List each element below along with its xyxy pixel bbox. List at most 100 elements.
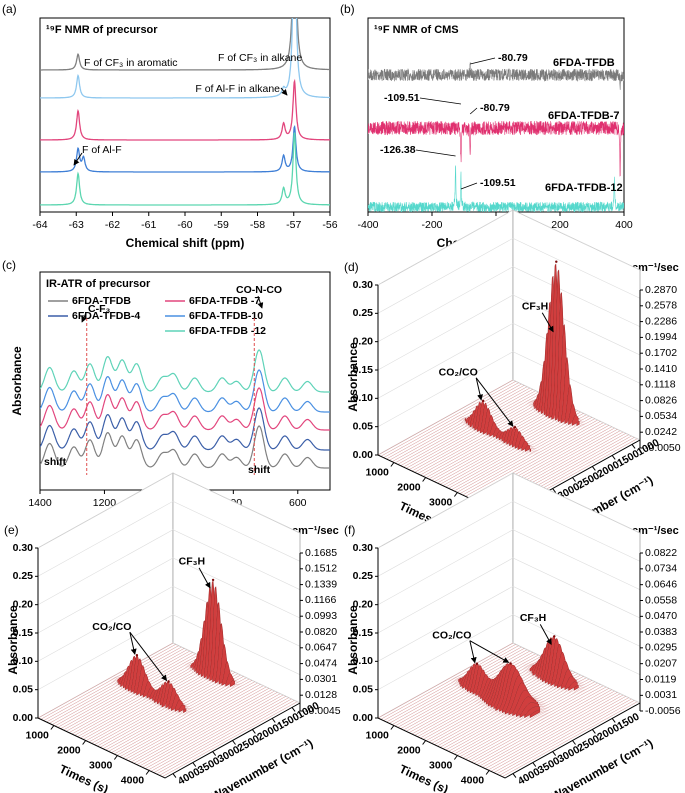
surface-slice <box>74 658 210 736</box>
grid-line <box>37 500 301 577</box>
surface-slice <box>386 646 522 723</box>
z2-tick-label: 0.0558 <box>645 594 677 606</box>
x-tick-label: -58 <box>250 219 265 231</box>
annotation-arrow <box>475 377 483 401</box>
peak-leader <box>470 57 496 65</box>
surface-peak <box>525 445 530 452</box>
surface-peak <box>576 421 580 427</box>
surface-slice <box>502 701 638 777</box>
annotation-arrow <box>129 631 168 682</box>
surface-slice <box>139 690 275 767</box>
peak-apex <box>513 426 517 429</box>
annotation: shift <box>44 456 67 468</box>
surface-peak <box>178 704 186 713</box>
annotation-arrow <box>257 295 264 309</box>
x-tick <box>390 725 395 730</box>
surface-slice <box>122 682 258 759</box>
annotation-arrow <box>81 312 87 323</box>
surface-slice <box>128 685 264 761</box>
x-tick-label: 1000 <box>366 466 390 478</box>
y-tick <box>611 718 616 723</box>
y-tick <box>212 751 217 756</box>
annotation: CF₃H <box>179 556 205 568</box>
annotation: C-F₃ <box>88 303 110 315</box>
surface-slice <box>499 700 635 776</box>
x-axis-label: Chemical shift (ppm) <box>126 236 245 250</box>
z2-tick-label: 0.0295 <box>645 642 677 654</box>
surface-peak <box>529 709 541 718</box>
surface-slice <box>150 696 287 772</box>
z2-tick-label: 0.0128 <box>305 689 337 701</box>
surface-slice <box>111 677 247 753</box>
y-tick <box>232 740 236 745</box>
z-axis-label: Absorbance <box>6 605 20 675</box>
z2-tick-label: 0.2870 <box>645 284 677 296</box>
spectrum <box>40 425 330 469</box>
peak-apex <box>211 578 215 582</box>
annotation: CO₂/CO <box>439 367 478 379</box>
x-tick-label: 2000 <box>57 744 81 756</box>
chart-title: ¹⁹F NMR of precursor <box>46 24 158 36</box>
surface-slice <box>493 697 629 773</box>
surface-peak <box>230 680 235 687</box>
surface-slice <box>40 644 176 720</box>
z-tick-label: 0.00 <box>353 449 374 461</box>
x-tick <box>422 740 427 745</box>
z2-tick-label: 0.2578 <box>645 300 677 312</box>
z2-tick-label: 0.1166 <box>305 594 336 606</box>
z-tick-label: 0.00 <box>353 712 374 724</box>
z2-tick-label: 0.0301 <box>305 673 337 685</box>
surface-slice <box>43 645 179 721</box>
surface-slice <box>71 658 208 735</box>
annotation: CO₂/CO <box>432 629 471 641</box>
peak-apex <box>553 635 556 638</box>
z2-tick-label: 0.0822 <box>645 547 677 559</box>
peak-label: -126.38 <box>380 144 416 156</box>
z-tick-label: 0.20 <box>353 598 374 610</box>
x-tick-label: 4000 <box>121 774 145 786</box>
peak-label: -80.79 <box>498 52 528 64</box>
z-tick-label: 0.30 <box>353 542 374 554</box>
surface-slice <box>479 690 615 767</box>
z2-tick-label: 0.0119 <box>645 673 676 685</box>
z2-tick-label: -0.0050 <box>645 442 681 454</box>
surface-slice <box>485 693 621 769</box>
annotation: shift <box>248 464 271 476</box>
grid-line <box>377 237 641 314</box>
z2-tick-label: 0.0383 <box>645 626 677 638</box>
surface-slice <box>459 681 595 757</box>
spectrum <box>40 132 330 206</box>
x-tick-label: -64 <box>32 219 47 231</box>
x-tick-label: 4000 <box>461 774 485 786</box>
x-tick-label: -57 <box>286 219 301 231</box>
y-tick <box>271 718 276 723</box>
x-tick <box>485 770 490 775</box>
x-tick-label: -200 <box>421 219 442 231</box>
y-tick <box>532 762 537 767</box>
grid-line <box>377 557 641 634</box>
z-tick-label: 0.20 <box>13 598 34 610</box>
legend-label: 6FDA-TFDB -12 <box>189 325 266 337</box>
peak-leader <box>419 97 462 105</box>
peak-apex <box>167 680 170 683</box>
surface-slice <box>147 694 284 771</box>
surface-slice <box>159 700 295 776</box>
grid-line <box>377 529 641 605</box>
z-tick-label: 0.00 <box>13 712 34 724</box>
surface-slice <box>400 390 536 466</box>
peak-label: -109.51 <box>480 177 516 189</box>
panel-label: (d) <box>344 260 359 274</box>
z2-tick-label: 0.0993 <box>305 610 337 622</box>
annotation-arrow <box>475 377 514 427</box>
surface-slice <box>380 644 516 720</box>
x-tick-label: -62 <box>105 219 120 231</box>
spectrum <box>368 120 624 177</box>
x-tick-label: 2000 <box>397 481 421 493</box>
annotation: F of Al-F <box>82 144 122 156</box>
peak-apex <box>509 662 512 665</box>
x-tick-label: 3000 <box>429 496 453 508</box>
y-tick <box>552 751 557 756</box>
surface-slice <box>386 383 522 460</box>
grid-line <box>37 585 301 662</box>
